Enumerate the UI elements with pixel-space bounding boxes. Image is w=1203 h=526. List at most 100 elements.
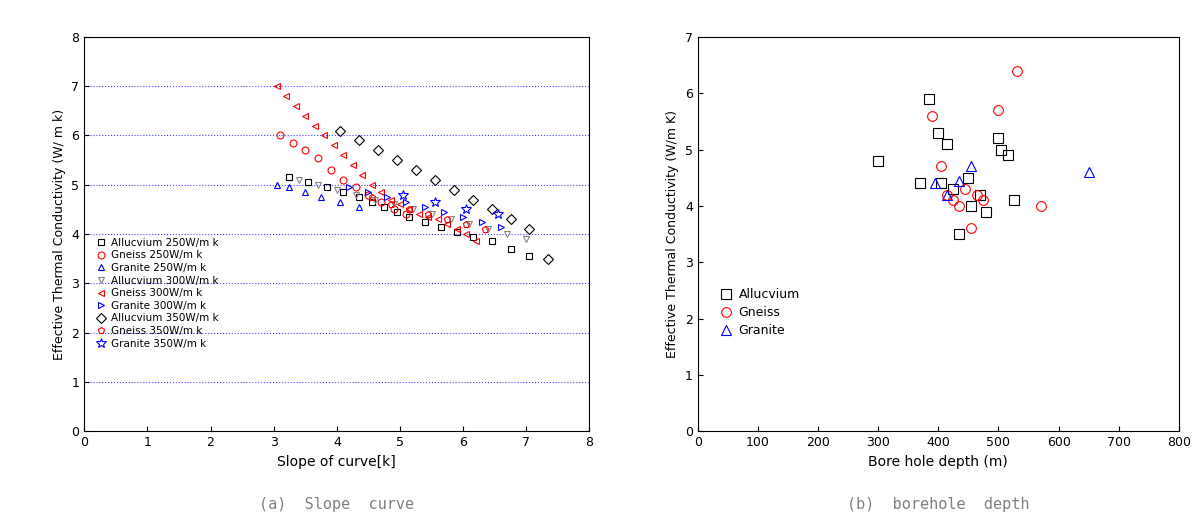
Gneiss (925, 113, 940, 119)
Granite (929, 180, 943, 187)
Allucvium 250W/m k (301, 179, 315, 186)
Gneiss (1033, 203, 1048, 209)
Legend: Allucvium, Gneiss, Granite: Allucvium, Gneiss, Granite (713, 284, 805, 342)
Allucvium (965, 203, 979, 209)
Allucvium 350W/m k (409, 167, 423, 173)
Granite 300W/m k (380, 194, 395, 200)
Gneiss 300W/m k (440, 221, 455, 227)
Gneiss 300W/m k (450, 226, 464, 232)
Allucvium 300W/m k (443, 216, 457, 222)
Allucvium 350W/m k (503, 216, 517, 222)
Allucvium 300W/m k (386, 201, 401, 208)
X-axis label: Bore hole depth (m): Bore hole depth (m) (869, 455, 1008, 469)
Allucvium (973, 191, 988, 198)
Line: Gneiss 250W/m k: Gneiss 250W/m k (277, 132, 410, 218)
Gneiss 300W/m k (316, 133, 331, 139)
Gneiss 300W/m k (460, 231, 474, 237)
Allucvium 300W/m k (368, 196, 383, 203)
Line: Gneiss: Gneiss (928, 66, 1045, 234)
Gneiss 250W/m k (374, 199, 389, 205)
Granite 300W/m k (399, 199, 414, 205)
Gneiss 250W/m k (349, 184, 363, 190)
Allucvium 300W/m k (462, 221, 476, 227)
Granite (965, 163, 979, 169)
Gneiss 300W/m k (411, 211, 426, 218)
Granite 250W/m k (314, 194, 328, 200)
Gneiss 350W/m k (384, 201, 398, 208)
Line: Granite 350W/m k: Granite 350W/m k (398, 190, 503, 219)
Allucvium (913, 180, 928, 187)
Gneiss 300W/m k (374, 189, 389, 195)
Allucvium (991, 135, 1006, 141)
Gneiss 300W/m k (298, 113, 313, 119)
Allucvium 300W/m k (292, 177, 306, 183)
Line: Allucvium 250W/m k: Allucvium 250W/m k (286, 174, 533, 260)
Gneiss 250W/m k (386, 206, 401, 213)
Allucvium 250W/m k (434, 224, 449, 230)
Allucvium 350W/m k (390, 157, 404, 163)
Gneiss 250W/m k (399, 211, 414, 218)
Allucvium 250W/m k (485, 238, 499, 245)
Gneiss (953, 203, 967, 209)
Gneiss 300W/m k (393, 201, 408, 208)
Gneiss (965, 225, 979, 231)
Allucvium 350W/m k (371, 147, 385, 154)
Gneiss 350W/m k (440, 216, 455, 222)
Gneiss 350W/m k (421, 211, 435, 218)
Allucvium (953, 231, 967, 237)
Allucvium 350W/m k (541, 256, 556, 262)
Granite (941, 191, 955, 198)
Granite 350W/m k (427, 199, 442, 205)
Line: Gneiss 300W/m k: Gneiss 300W/m k (273, 83, 479, 245)
Granite 300W/m k (475, 219, 490, 225)
Allucvium 350W/m k (522, 226, 537, 232)
Line: Granite 300W/m k: Granite 300W/m k (346, 184, 504, 230)
Allucvium 350W/m k (333, 127, 348, 134)
Allucvium (921, 96, 936, 102)
Allucvium (934, 180, 948, 187)
Gneiss 300W/m k (355, 172, 369, 178)
Granite 250W/m k (351, 204, 366, 210)
Allucvium 350W/m k (351, 137, 366, 144)
Granite 250W/m k (298, 189, 313, 195)
Line: Granite: Granite (930, 161, 1094, 199)
Gneiss 300W/m k (336, 152, 350, 158)
Allucvium (994, 146, 1008, 153)
Allucvium 300W/m k (500, 231, 515, 237)
Allucvium 250W/m k (283, 174, 297, 180)
Gneiss (991, 107, 1006, 113)
Allucvium (979, 208, 994, 215)
Gneiss 300W/m k (279, 93, 294, 99)
Gneiss (977, 197, 991, 204)
Gneiss 300W/m k (345, 162, 360, 168)
Gneiss 250W/m k (273, 133, 288, 139)
Legend: Allucvium 250W/m k, Gneiss 250W/m k, Granite 250W/m k, Allucvium 300W/m k, Gneis: Allucvium 250W/m k, Gneiss 250W/m k, Gra… (95, 238, 219, 349)
Gneiss 250W/m k (336, 177, 350, 183)
Granite 300W/m k (342, 184, 356, 190)
Allucvium 300W/m k (330, 187, 344, 193)
Gneiss 250W/m k (361, 191, 375, 198)
Allucvium 250W/m k (351, 194, 366, 200)
Granite 250W/m k (333, 199, 348, 205)
Gneiss 300W/m k (289, 103, 303, 109)
Allucvium 250W/m k (503, 246, 517, 252)
Gneiss (934, 163, 948, 169)
Gneiss 300W/m k (384, 196, 398, 203)
Allucvium 300W/m k (310, 181, 325, 188)
Allucvium 250W/m k (336, 189, 350, 195)
Y-axis label: Effective Thermal Conductivity (W/m K): Effective Thermal Conductivity (W/m K) (666, 110, 680, 358)
Gneiss 300W/m k (402, 206, 416, 213)
Allucvium 300W/m k (425, 211, 439, 218)
Text: (a)  Slope  curve: (a) Slope curve (260, 498, 414, 512)
Allucvium (1001, 152, 1015, 158)
Gneiss (941, 191, 955, 198)
Allucvium 300W/m k (481, 226, 496, 232)
Y-axis label: Effective Thermal Conductivity (W/ m k): Effective Thermal Conductivity (W/ m k) (53, 108, 66, 360)
Granite 300W/m k (456, 214, 470, 220)
Gneiss 300W/m k (469, 238, 484, 245)
Gneiss (947, 197, 961, 204)
Line: Gneiss 350W/m k: Gneiss 350W/m k (368, 194, 488, 232)
Allucvium 300W/m k (520, 236, 534, 242)
Allucvium 350W/m k (485, 206, 499, 213)
Allucvium 250W/m k (450, 228, 464, 235)
